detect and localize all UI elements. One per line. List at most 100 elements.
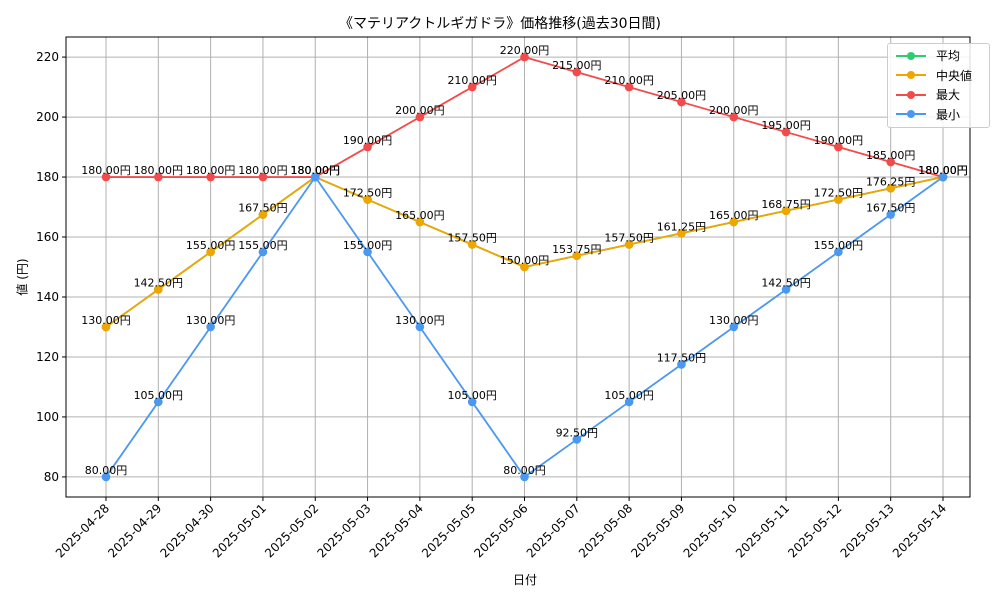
- data-label-2: 210.00円: [447, 74, 497, 87]
- data-label-2: 180.00円: [81, 164, 131, 177]
- data-point-3: [363, 247, 372, 257]
- data-point-3: [886, 210, 895, 219]
- data-point-3: [572, 435, 582, 444]
- data-label-2: 180.00円: [186, 164, 236, 177]
- data-point-3: [101, 472, 111, 482]
- data-label-3: 130.00円: [709, 314, 759, 327]
- data-point-1: [834, 195, 843, 204]
- data-labels: 130.00円142.50円155.00円167.50円180.00円172.5…: [81, 44, 968, 477]
- data-point-1: [572, 251, 582, 261]
- data-label-3: 105.00円: [604, 389, 654, 402]
- legend-item-max: 最大: [896, 85, 989, 105]
- data-point-3: [781, 285, 791, 294]
- data-point-3: [729, 322, 739, 332]
- data-point-3: [206, 322, 215, 332]
- data-label-1: 176.25円: [866, 175, 916, 188]
- data-label-1: 155.00円: [186, 239, 236, 252]
- data-point-3: [677, 360, 686, 369]
- y-tick-label: 100: [36, 410, 59, 424]
- x-tick-label: 2025-05-11: [733, 501, 792, 560]
- data-label-2: 205.00円: [657, 89, 707, 102]
- data-label-2: 195.00円: [761, 119, 811, 132]
- data-point-3: [467, 397, 477, 407]
- series-lines: [101, 52, 948, 482]
- data-point-3: [834, 247, 843, 257]
- data-label-2: 210.00円: [604, 74, 654, 87]
- y-tick-label: 140: [36, 290, 59, 304]
- data-point-1: [467, 240, 477, 249]
- data-label-1: 161.25円: [657, 220, 707, 233]
- x-tick-label: 2025-05-10: [681, 501, 740, 560]
- data-point-1: [101, 322, 111, 332]
- data-point-2: [154, 172, 163, 182]
- data-point-2: [834, 142, 843, 152]
- legend: 平均 中央値 最大 最小: [887, 43, 990, 128]
- data-label-3: 167.50円: [866, 202, 916, 215]
- legend-swatch-max: [896, 89, 926, 101]
- data-label-2: 220.00円: [500, 44, 550, 57]
- data-point-2: [415, 112, 425, 122]
- data-label-1: 180.00円: [918, 164, 968, 177]
- y-tick-label: 160: [36, 230, 59, 244]
- data-label-1: 168.75円: [761, 198, 811, 211]
- data-label-3: 92.50円: [556, 426, 599, 439]
- data-point-2: [624, 82, 634, 92]
- data-point-2: [781, 127, 791, 137]
- data-point-2: [572, 67, 582, 77]
- data-label-1: 130.00円: [81, 314, 131, 327]
- legend-label-max: 最大: [936, 88, 961, 103]
- legend-swatch-median: [896, 69, 926, 81]
- data-label-1: 157.50円: [447, 232, 497, 245]
- legend-label-min: 最小: [936, 107, 961, 122]
- y-tick-label: 220: [36, 50, 59, 64]
- x-tick-label: 2025-04-30: [158, 501, 217, 560]
- data-point-1: [415, 217, 425, 227]
- data-point-2: [363, 142, 372, 152]
- data-label-3: 117.50円: [657, 351, 707, 364]
- x-tick-label: 2025-05-14: [890, 501, 949, 560]
- data-label-1: 165.00円: [709, 209, 759, 222]
- data-point-2: [520, 52, 529, 62]
- x-tick-label: 2025-05-09: [628, 501, 687, 560]
- data-label-3: 105.00円: [447, 389, 497, 402]
- data-label-3: 180.00円: [291, 164, 341, 177]
- plot-frame: [65, 36, 971, 498]
- data-label-3: 142.50円: [761, 276, 811, 289]
- data-point-1: [886, 183, 895, 193]
- data-label-2: 180.00円: [134, 164, 184, 177]
- axes: 801001201401601802002202025-04-282025-04…: [36, 36, 971, 560]
- data-point-1: [154, 285, 163, 294]
- data-point-1: [677, 228, 686, 238]
- data-label-2: 180.00円: [918, 164, 968, 177]
- data-point-3: [520, 472, 529, 482]
- data-label-3: 105.00円: [134, 389, 184, 402]
- y-tick-label: 120: [36, 350, 59, 364]
- x-tick-label: 2025-05-03: [314, 501, 373, 560]
- legend-item-mean: 平均: [896, 46, 989, 66]
- data-label-3: 155.00円: [238, 239, 288, 252]
- data-point-1: [729, 217, 739, 227]
- x-tick-label: 2025-05-12: [785, 501, 844, 560]
- data-point-3: [415, 322, 425, 332]
- data-point-2: [258, 172, 268, 182]
- data-label-3: 80.00円: [85, 464, 128, 477]
- x-tick-label: 2025-05-01: [210, 501, 269, 560]
- legend-item-min: 最小: [896, 105, 989, 125]
- data-point-3: [938, 172, 948, 182]
- legend-swatch-min: [896, 108, 926, 120]
- data-label-2: 200.00円: [395, 104, 445, 117]
- x-tick-label: 2025-05-13: [838, 501, 897, 560]
- data-label-2: 215.00円: [552, 59, 602, 72]
- x-tick-label: 2025-05-05: [419, 501, 478, 560]
- data-label-3: 130.00円: [395, 314, 445, 327]
- data-label-1: 157.50円: [604, 232, 654, 245]
- data-point-1: [624, 240, 634, 249]
- data-label-2: 180.00円: [238, 164, 288, 177]
- data-point-3: [624, 397, 634, 407]
- data-label-2: 190.00円: [343, 134, 393, 147]
- data-label-1: 172.50円: [343, 187, 393, 200]
- data-label-1: 165.00円: [395, 209, 445, 222]
- data-point-2: [101, 172, 111, 182]
- x-tick-label: 2025-05-04: [367, 501, 426, 560]
